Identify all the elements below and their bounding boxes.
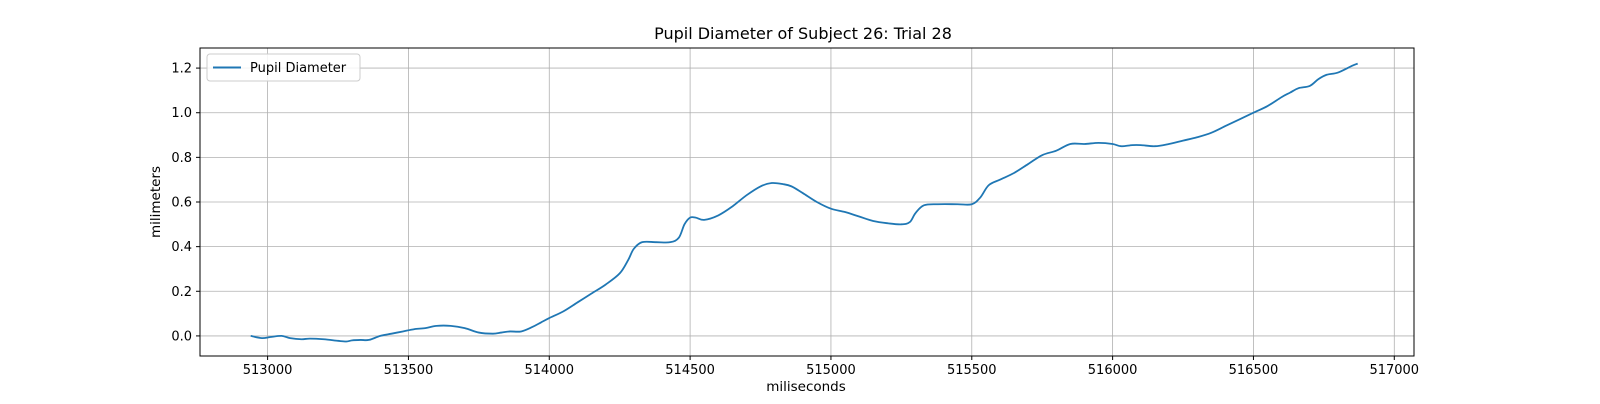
- y-tick-label: 0.2: [171, 285, 192, 300]
- ticks-layer: 513000 513500 514000 514500 515000 515500 5160…: [171, 62, 1419, 378]
- series-line-pupil-diameter: [250, 62, 1359, 343]
- y-tick-label: 0.4: [171, 240, 192, 255]
- y-tick-label: 0.6: [171, 196, 192, 211]
- y-axis-label: milimeters: [148, 166, 164, 238]
- legend-label-pupil-diameter: Pupil Diameter: [250, 61, 347, 76]
- y-tick-label: 0.8: [171, 151, 192, 166]
- legend: Pupil Diameter: [206, 53, 361, 82]
- x-tick-label: 514500: [665, 363, 715, 378]
- x-tick-label: 513500: [384, 363, 434, 378]
- x-tick-label: 517000: [1369, 363, 1419, 378]
- x-tick-label: 513000: [243, 363, 293, 378]
- x-tick-label: 516500: [1229, 363, 1279, 378]
- x-axis-label: miliseconds: [766, 379, 846, 395]
- y-tick-label: 1.2: [171, 62, 192, 77]
- x-tick-label: 514000: [524, 363, 574, 378]
- legend-box: [206, 53, 361, 82]
- grid-layer: [200, 48, 1414, 356]
- x-tick-label: 516000: [1088, 363, 1138, 378]
- series-layer: [250, 62, 1359, 343]
- y-tick-label: 1.0: [171, 106, 192, 121]
- x-tick-label: 515000: [806, 363, 856, 378]
- x-tick-label: 515500: [947, 363, 997, 378]
- chart-title: Pupil Diameter of Subject 26: Trial 28: [654, 24, 952, 43]
- y-tick-label: 0.0: [171, 329, 192, 344]
